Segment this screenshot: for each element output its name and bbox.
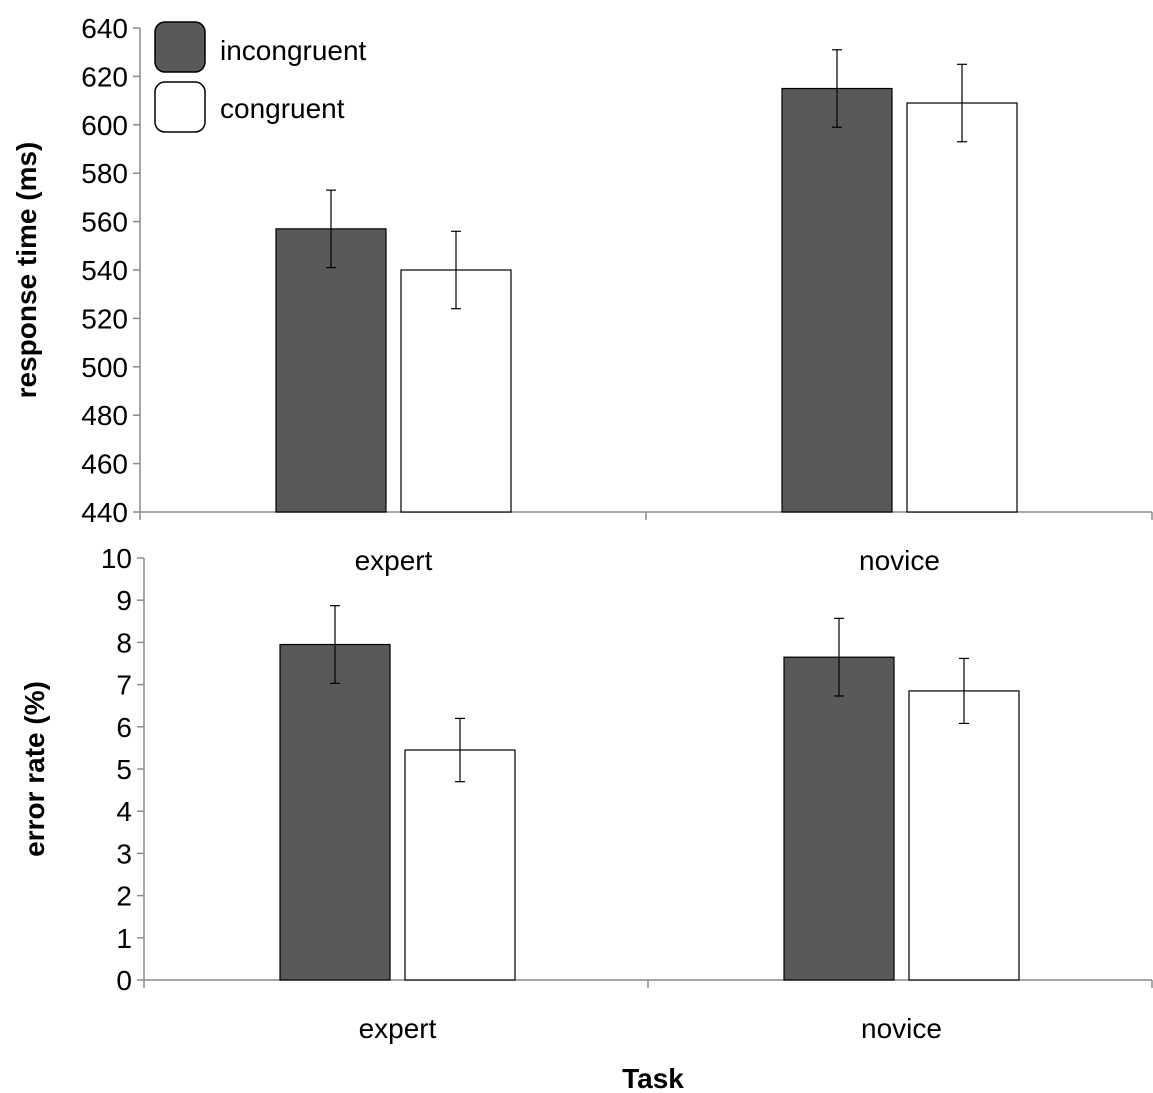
bar-incongruent-novice	[781, 87, 893, 513]
error-bar-congruent-novice	[959, 657, 969, 725]
x-category-label: novice	[859, 545, 940, 576]
x-axis-title: Task	[622, 1063, 684, 1093]
y-tick-label: 540	[81, 255, 128, 286]
y-tick-label: 4	[116, 796, 132, 827]
y-tick-label: 480	[81, 400, 128, 431]
y-tick-label: 580	[81, 158, 128, 189]
bar-congruent-expert	[404, 749, 516, 981]
error-bar-congruent-novice	[957, 63, 967, 143]
y-tick-label: 7	[116, 670, 132, 701]
y-tick-label: 6	[116, 712, 132, 743]
y-tick-label: 2	[116, 881, 132, 912]
legend-label-incongruent: incongruent	[220, 35, 367, 66]
legend: incongruent congruent	[154, 21, 367, 133]
y-tick-label: 8	[116, 627, 132, 658]
error-bar-incongruent-expert	[326, 189, 336, 269]
x-category-label: expert	[355, 545, 433, 576]
error-bar-incongruent-novice	[832, 49, 842, 128]
y-tick-label: 1	[116, 923, 132, 954]
bar-incongruent-expert	[275, 228, 387, 513]
panel-1: 440 460 480 500 520 540 560 580 600 620 640 expert n…	[11, 13, 1153, 576]
y-tick-label: 460	[81, 449, 128, 480]
y-tick-label: 500	[81, 352, 128, 383]
y-tick-label: 5	[116, 754, 132, 785]
y-tick-label: 520	[81, 303, 128, 334]
error-bar-incongruent-novice	[834, 617, 844, 697]
y-tick-label: 440	[81, 497, 128, 528]
error-bar-congruent-expert	[455, 717, 465, 783]
y-tick-label: 600	[81, 110, 128, 141]
bar-congruent-novice	[906, 102, 1018, 513]
bar-congruent-novice	[908, 690, 1020, 981]
y-axis-title: error rate (%)	[19, 681, 50, 857]
y-tick-label: 560	[81, 207, 128, 238]
bar-incongruent-expert	[279, 643, 391, 981]
panel-2: 0 1 2 3 4 5 6 7 8 9 10 expert novice error rate (%) Ta…	[19, 543, 1153, 1093]
bar-incongruent-novice	[783, 656, 895, 981]
y-tick-label: 620	[81, 61, 128, 92]
legend-swatch-incongruent	[154, 21, 206, 73]
y-tick-label: 9	[116, 585, 132, 616]
y-tick-label: 640	[81, 13, 128, 44]
y-tick-label: 3	[116, 838, 132, 869]
y-tick-label: 0	[116, 965, 132, 996]
legend-swatch-congruent	[154, 81, 206, 133]
legend-label-congruent: congruent	[220, 93, 345, 124]
x-category-label: novice	[861, 1013, 942, 1044]
error-bar-incongruent-expert	[330, 605, 340, 684]
y-tick-label: 10	[101, 543, 132, 574]
error-bar-congruent-expert	[451, 230, 461, 310]
x-category-label: expert	[359, 1013, 437, 1044]
y-axis-title: response time (ms)	[11, 142, 42, 399]
